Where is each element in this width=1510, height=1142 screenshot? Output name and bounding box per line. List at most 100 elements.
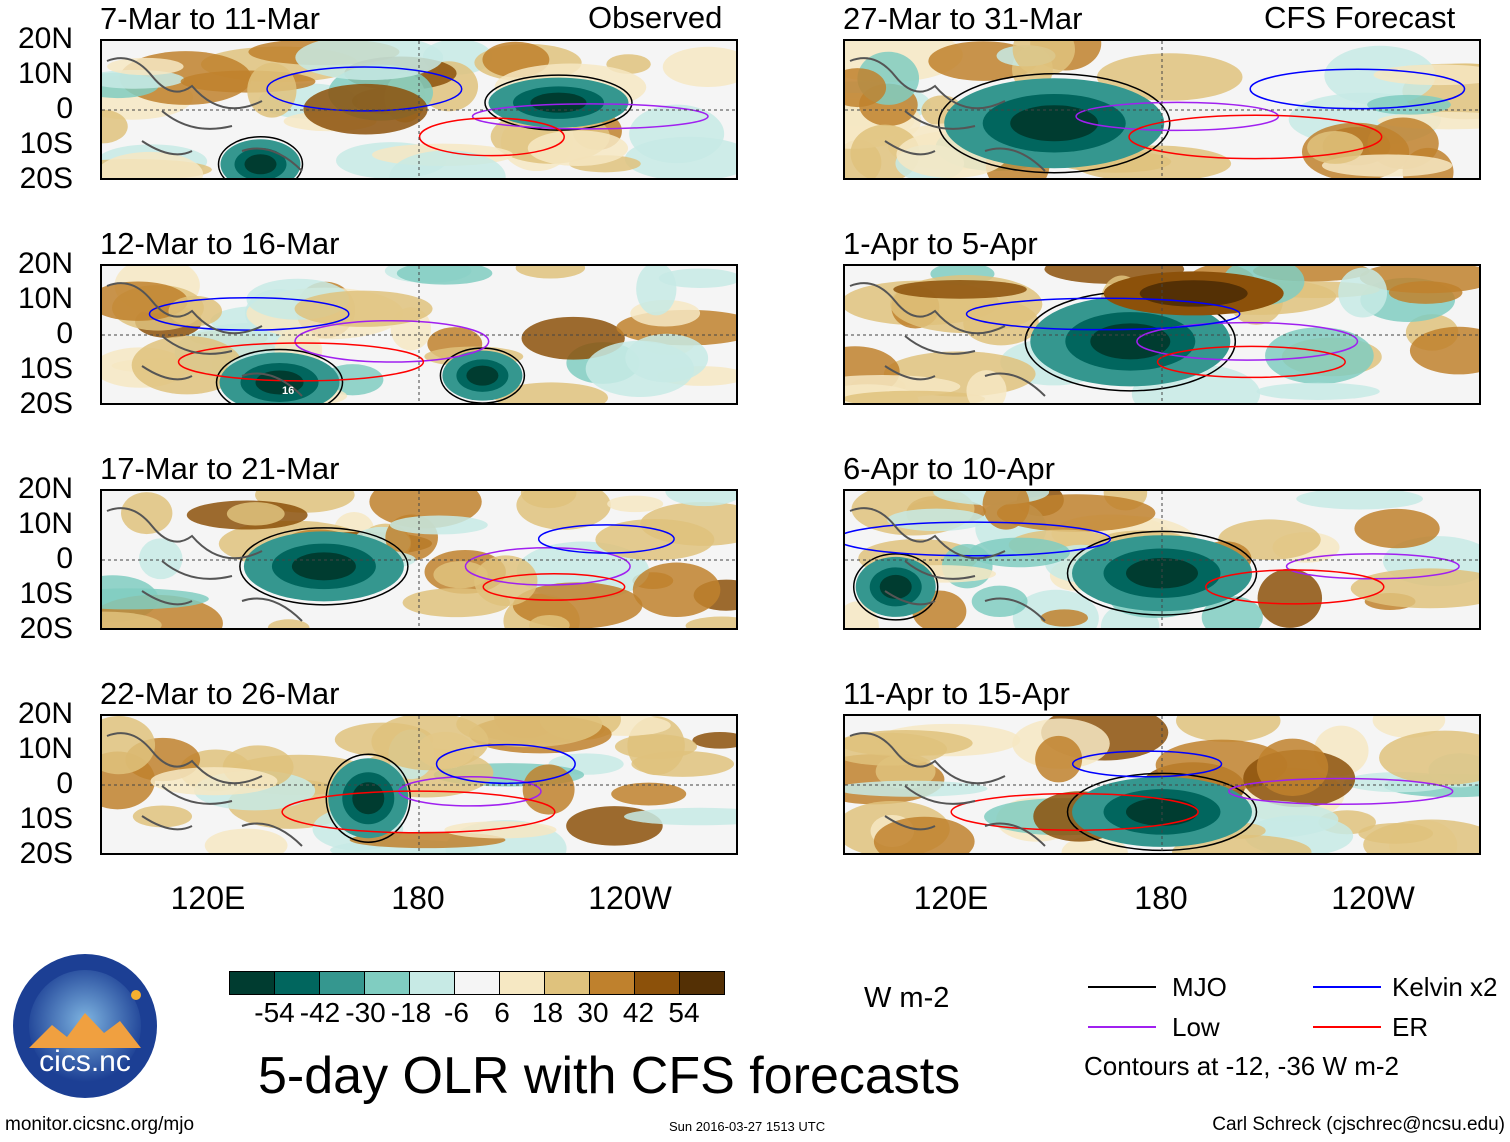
colorbar-swatch bbox=[365, 972, 410, 994]
olr-anomaly-shading bbox=[1256, 382, 1380, 400]
olr-anomaly-shading bbox=[1096, 53, 1243, 101]
olr-anomaly-shading bbox=[685, 616, 736, 628]
olr-anomaly-shading bbox=[1035, 735, 1083, 783]
latitude-label: 10N bbox=[17, 57, 73, 90]
latitude-label: 20S bbox=[19, 612, 73, 645]
latitude-label: 0 bbox=[56, 542, 73, 575]
mjo-contour bbox=[217, 136, 304, 178]
mjo-contour bbox=[937, 72, 1171, 174]
coastline bbox=[106, 282, 303, 397]
olr-anomaly-shading bbox=[244, 154, 277, 175]
low-contour bbox=[294, 319, 490, 363]
cics-logo: cics.nc bbox=[12, 953, 158, 1099]
olr-anomaly-shading bbox=[632, 562, 721, 618]
latitude-label: 10S bbox=[19, 802, 73, 835]
olr-map-panel bbox=[843, 489, 1481, 630]
olr-anomaly-shading bbox=[658, 268, 736, 289]
mjo-contour bbox=[215, 348, 344, 403]
olr-map-panel bbox=[843, 714, 1481, 855]
olr-anomaly-shading bbox=[102, 151, 204, 178]
er-contour bbox=[281, 790, 556, 834]
coastline bbox=[849, 282, 1046, 397]
colorbar bbox=[229, 971, 725, 995]
olr-anomaly-shading bbox=[1126, 797, 1198, 826]
colorbar-swatch bbox=[410, 972, 455, 994]
olr-anomaly-shading bbox=[474, 555, 538, 607]
olr-anomaly-shading bbox=[102, 716, 156, 775]
olr-anomaly-shading bbox=[520, 491, 577, 509]
panel-title: 27-Mar to 31-Mar bbox=[843, 1, 1083, 36]
olr-anomaly-shading bbox=[294, 290, 433, 327]
olr-anomaly-shading bbox=[1307, 131, 1364, 164]
longitude-label: 180 bbox=[391, 880, 445, 916]
colorbar-label: 42 bbox=[622, 997, 655, 1028]
latitude-label: 20S bbox=[19, 387, 73, 420]
latitude-label: 10N bbox=[17, 282, 73, 315]
olr-anomaly-shading bbox=[845, 390, 986, 403]
olr-anomaly-shading bbox=[1321, 154, 1453, 177]
olr-anomaly-shading bbox=[433, 561, 488, 589]
olr-map-panel bbox=[843, 264, 1481, 405]
latitude-label: 20N bbox=[17, 247, 73, 280]
olr-anomaly-shading bbox=[226, 502, 285, 526]
olr-map-panel bbox=[843, 39, 1481, 180]
olr-anomaly-shading bbox=[966, 370, 1007, 403]
olr-map-panel bbox=[100, 39, 738, 180]
olr-anomaly-shading bbox=[665, 491, 736, 507]
olr-anomaly-shading bbox=[204, 828, 288, 853]
mjo-contour bbox=[239, 527, 409, 606]
legend-er: ER bbox=[1392, 1012, 1429, 1042]
olr-anomaly-shading bbox=[614, 734, 697, 759]
er-contour bbox=[1205, 569, 1385, 605]
olr-anomaly-shading bbox=[1126, 558, 1198, 589]
kelvin-contour bbox=[845, 521, 1112, 557]
olr-map-panel: 16 bbox=[100, 264, 738, 405]
low-line-swatch bbox=[1088, 1026, 1156, 1028]
er-contour bbox=[1156, 345, 1346, 379]
colorbar-swatch bbox=[455, 972, 500, 994]
olr-anomaly-shading bbox=[595, 518, 715, 561]
olr-anomaly-shading bbox=[389, 515, 488, 535]
olr-anomaly-shading bbox=[1388, 281, 1463, 304]
longitude-label: 120E bbox=[913, 880, 989, 916]
er-contour bbox=[418, 117, 565, 157]
olr-anomaly-shading bbox=[444, 821, 557, 839]
kelvin-contour bbox=[965, 297, 1241, 331]
low-contour bbox=[464, 546, 631, 586]
olr-anomaly-shading bbox=[1363, 819, 1479, 853]
olr-anomaly-shading bbox=[121, 492, 173, 535]
colorbar-label: -30 bbox=[345, 997, 386, 1028]
mjo-contour bbox=[325, 753, 412, 843]
footer-url[interactable]: monitor.cicsnc.org/mjo bbox=[5, 1114, 195, 1135]
olr-anomaly-shading bbox=[131, 335, 243, 395]
colorbar-label: 54 bbox=[668, 997, 700, 1028]
olr-anomaly-shading bbox=[893, 280, 1027, 299]
er-contour bbox=[1128, 114, 1383, 160]
coastline bbox=[849, 507, 1046, 622]
kelvin-contour bbox=[435, 743, 576, 785]
coastline bbox=[849, 732, 1046, 847]
mjo-line-swatch bbox=[1088, 986, 1156, 988]
olr-anomaly-shading bbox=[996, 494, 1156, 532]
olr-anomaly-shading bbox=[607, 495, 664, 513]
kelvin-contour bbox=[1071, 750, 1223, 778]
latitude-label: 20N bbox=[17, 697, 73, 730]
olr-anomaly-shading bbox=[692, 732, 736, 749]
colorbar-swatch bbox=[230, 972, 275, 994]
longitude-label: 120E bbox=[170, 880, 246, 916]
olr-anomaly-shading bbox=[1338, 267, 1388, 318]
olr-map-panel bbox=[100, 714, 738, 855]
mjo-contour bbox=[852, 553, 939, 621]
olr-anomaly-shading bbox=[515, 266, 586, 279]
latitude-label: 20S bbox=[19, 837, 73, 870]
contour-label: 16 bbox=[282, 385, 294, 397]
figure-title: 5-day OLR with CFS forecasts bbox=[258, 1047, 961, 1105]
longitude-label: 120W bbox=[588, 880, 672, 916]
legend-low: Low bbox=[1172, 1012, 1220, 1042]
olr-anomaly-shading bbox=[102, 109, 128, 144]
olr-anomaly-shading bbox=[1354, 508, 1440, 549]
olr-anomaly-shading bbox=[879, 574, 912, 599]
panel-title: 11-Apr to 15-Apr bbox=[843, 676, 1070, 711]
latitude-label: 10S bbox=[19, 577, 73, 610]
olr-anomaly-shading bbox=[291, 552, 356, 581]
